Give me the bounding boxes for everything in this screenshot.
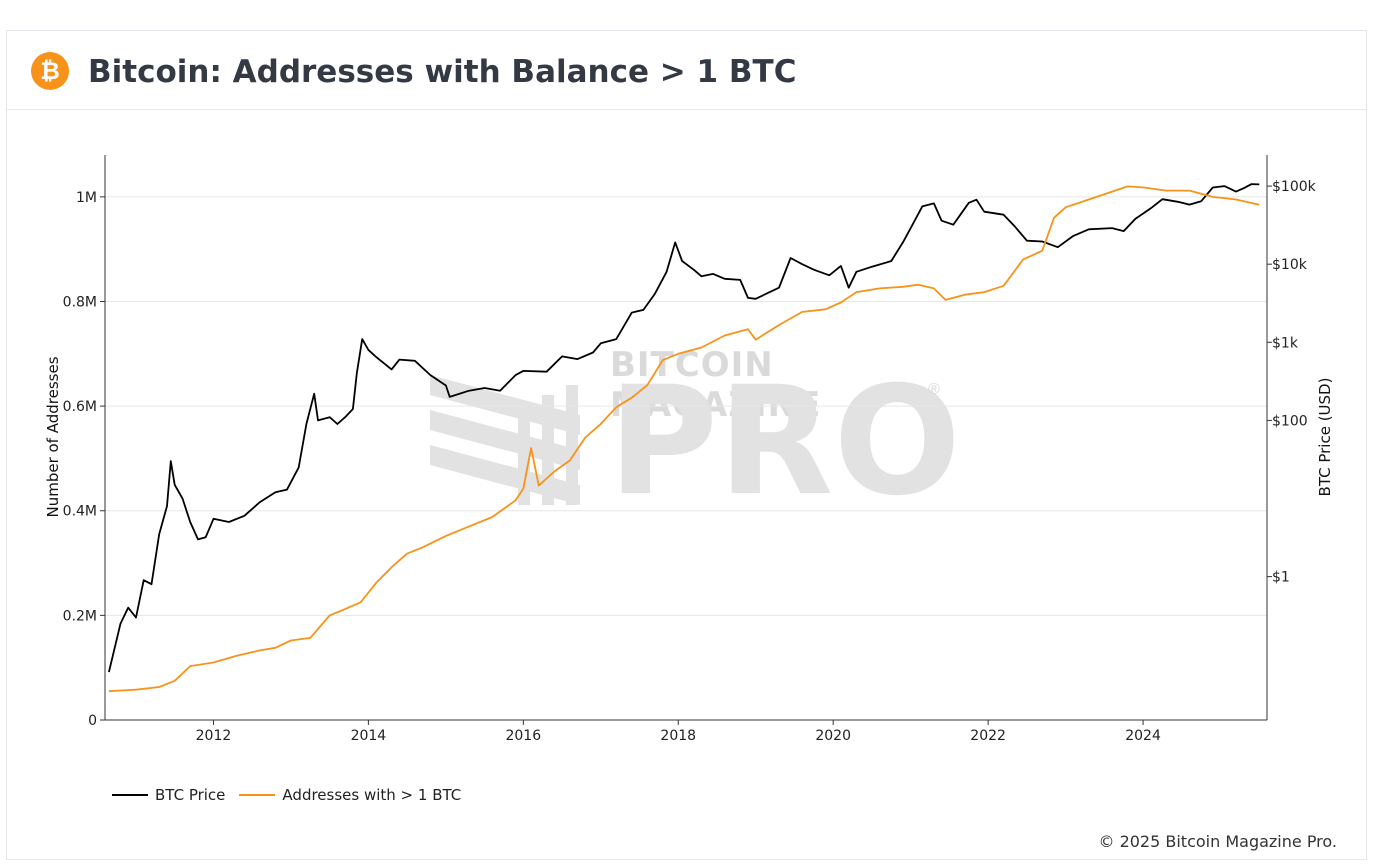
- series-line-btc-price[interactable]: [108, 183, 1260, 673]
- y-left-tick-label-2: 0.4M: [63, 504, 97, 520]
- copyright-text: © 2025 Bitcoin Magazine Pro.: [1098, 832, 1337, 851]
- y-left-tick-label-1: 0.2M: [63, 608, 97, 624]
- x-axis-ticks: 2012 2014 2016 2018 2020 2022 2024: [196, 720, 1161, 744]
- legend-swatch-btc-price: [112, 794, 148, 796]
- y-right-tick-label-0: $1: [1272, 570, 1290, 586]
- legend-label-btc-price: BTC Price: [155, 786, 226, 804]
- bitcoin-logo-icon: ₿: [31, 52, 69, 90]
- chart-header: ₿ Bitcoin: Addresses with Balance > 1 BT…: [7, 31, 1366, 110]
- y-right-axis-title: BTC Price (USD): [1316, 378, 1334, 497]
- axes: [104, 155, 1268, 721]
- x-tick-label-2: 2016: [505, 728, 541, 744]
- y-left-tick-label-3: 0.6M: [63, 399, 97, 415]
- legend-label-addresses: Addresses with > 1 BTC: [282, 786, 462, 804]
- y-right-tick-label-2: $1k: [1272, 335, 1299, 351]
- x-tick-label-6: 2024: [1125, 728, 1161, 744]
- right-axis-ticks: $1 $100 $1k $10k $100k: [1267, 179, 1317, 586]
- x-tick-label-3: 2018: [660, 728, 696, 744]
- left-axis-ticks: 0 0.2M 0.4M 0.6M 0.8M 1M: [63, 190, 105, 729]
- legend-swatch-addresses: [239, 794, 276, 796]
- y-left-tick-label-4: 0.8M: [63, 294, 97, 310]
- y-right-tick-label-1: $100: [1272, 413, 1308, 429]
- series-lines: [108, 183, 1260, 693]
- y-left-axis-title: Number of Addresses: [44, 356, 62, 517]
- legend-item-addresses[interactable]: Addresses with > 1 BTC: [239, 786, 461, 804]
- y-right-tick-label-4: $100k: [1272, 179, 1317, 195]
- chart-card: ₿ Bitcoin: Addresses with Balance > 1 BT…: [6, 30, 1367, 860]
- x-tick-label-1: 2014: [351, 728, 387, 744]
- legend-item-btc-price[interactable]: BTC Price: [112, 786, 225, 804]
- page-title: Bitcoin: Addresses with Balance > 1 BTC: [88, 54, 797, 90]
- x-tick-label-5: 2022: [970, 728, 1006, 744]
- x-tick-label-4: 2020: [815, 728, 851, 744]
- y-left-tick-label-5: 1M: [76, 190, 97, 206]
- series-line-addresses[interactable]: [108, 185, 1260, 693]
- gridlines: [105, 196, 1267, 616]
- y-right-tick-label-3: $10k: [1272, 257, 1308, 273]
- y-left-tick-label-0: 0: [88, 713, 97, 729]
- legend: BTC Price Addresses with > 1 BTC: [112, 786, 475, 804]
- x-tick-label-0: 2012: [196, 728, 232, 744]
